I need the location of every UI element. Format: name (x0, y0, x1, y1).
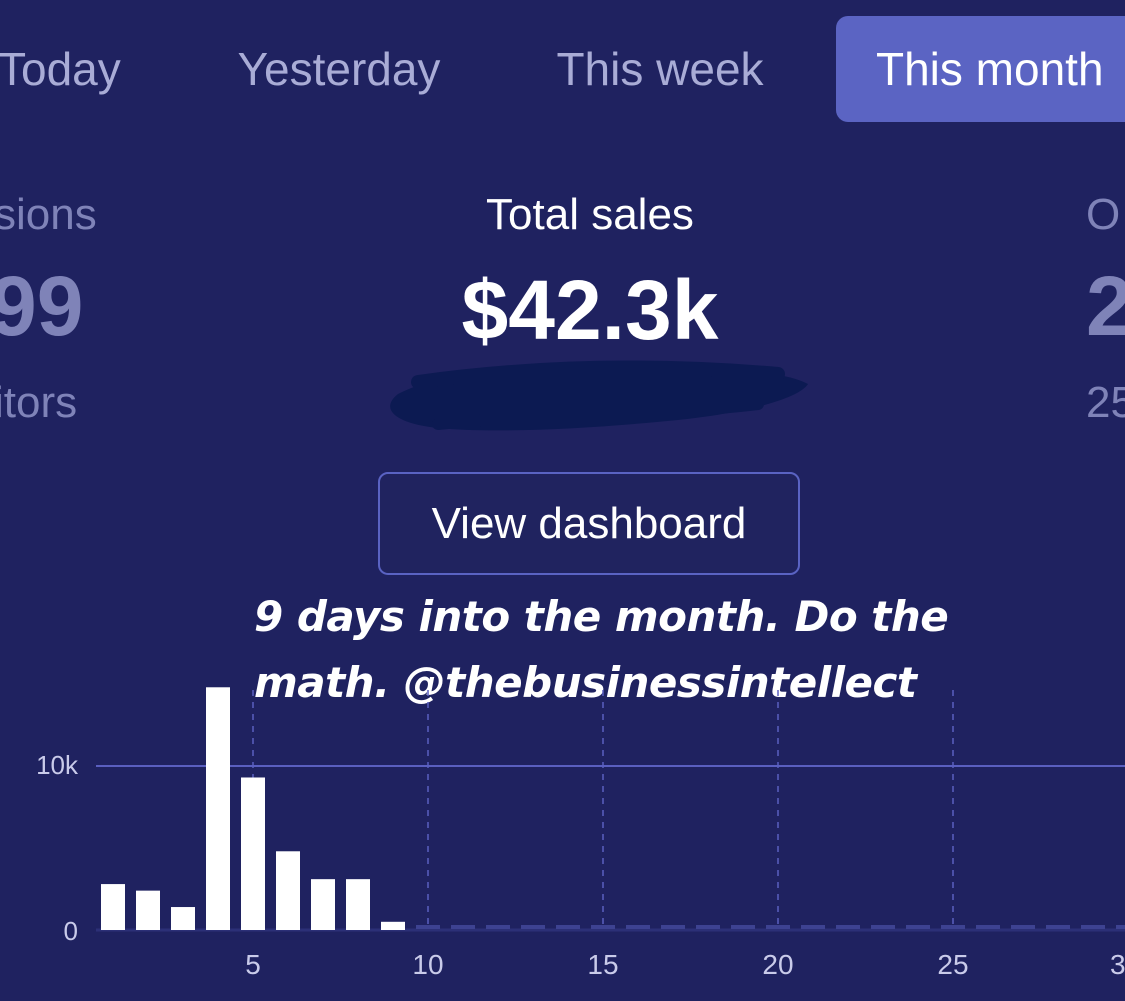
bar-day-7 (311, 879, 335, 930)
metric-sessions-label: sions (0, 190, 97, 239)
bar-day-4 (206, 687, 230, 930)
bar-day-9 (381, 921, 405, 930)
x-tick-label: 10 (412, 949, 443, 980)
x-tick-label: 25 (937, 949, 968, 980)
view-dashboard-button[interactable]: View dashboard (378, 472, 800, 575)
x-tick-label: 3 (1110, 949, 1125, 980)
metric-orders-sub: 25 (1086, 378, 1125, 427)
x-tick-label: 20 (762, 949, 793, 980)
x-tick-label: 5 (245, 949, 261, 980)
tab-today[interactable]: Today (0, 43, 121, 95)
bar-day-6 (276, 851, 300, 930)
x-tick-label: 15 (587, 949, 618, 980)
redaction-scribble (390, 360, 808, 431)
bar-day-1 (101, 884, 125, 930)
total-sales-label: Total sales (486, 190, 694, 239)
bar-day-3 (171, 907, 195, 930)
total-sales-value: $42.3k (461, 263, 719, 357)
bar-day-2 (136, 890, 160, 930)
tab-yesterday[interactable]: Yesterday (237, 43, 441, 95)
bar-day-8 (346, 879, 370, 930)
overlay-caption: 9 days into the month. Do the math. @the… (254, 592, 949, 707)
metric-sessions-sub: itors (0, 378, 78, 427)
sales-bar-chart: 0 10k 5 10 15 20 25 3 (36, 687, 1125, 980)
tab-this-week[interactable]: This week (556, 43, 764, 95)
metric-orders-value: 2 (1086, 259, 1125, 353)
y-tick-label: 10k (36, 750, 79, 780)
metric-sessions-value: 99 (0, 259, 84, 353)
tab-this-month[interactable]: This month (836, 16, 1125, 122)
bar-day-5 (241, 777, 265, 930)
metric-orders-label: O (1086, 190, 1121, 239)
y-tick-label: 0 (64, 916, 78, 946)
